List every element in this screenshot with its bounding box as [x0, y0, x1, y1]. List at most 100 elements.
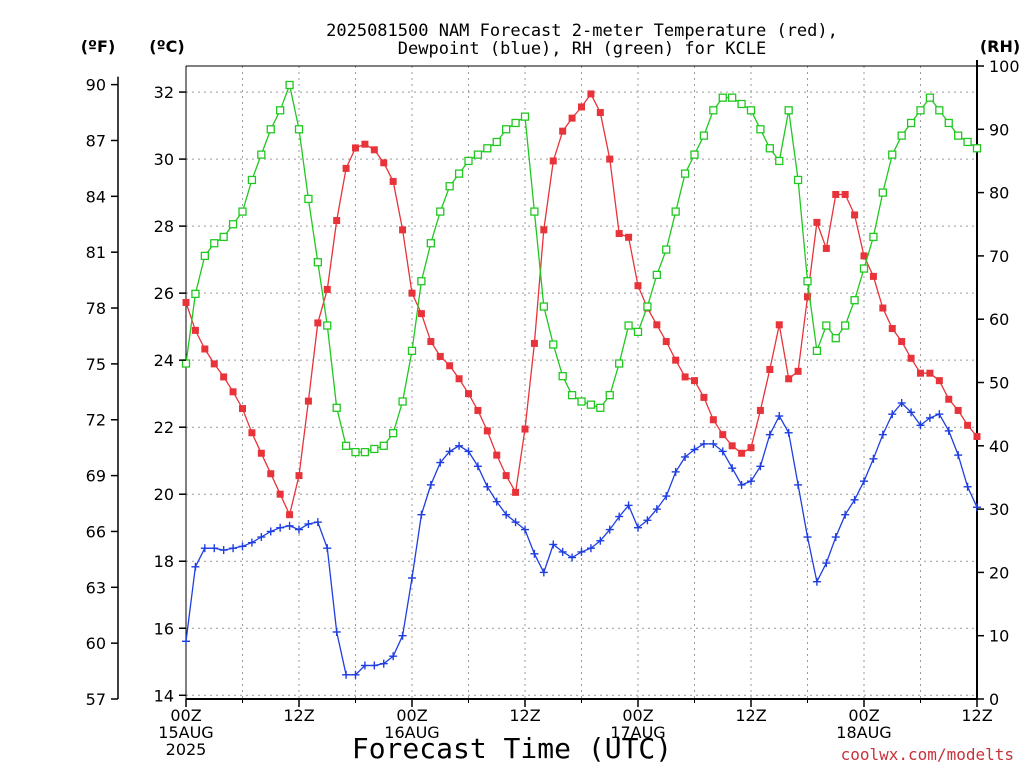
data-point [332, 403, 341, 412]
f-tick-label: 66 [86, 522, 106, 541]
data-point [615, 230, 623, 238]
x-tick-label: 12Z [735, 706, 766, 725]
data-point [285, 80, 294, 90]
data-point [520, 112, 530, 121]
data-point [266, 527, 275, 536]
data-point [210, 360, 218, 368]
x-tick-label: 12Z [961, 706, 992, 725]
data-point [182, 298, 190, 306]
data-point [436, 352, 444, 360]
data-point [294, 125, 304, 134]
data-point [578, 103, 585, 111]
data-point [417, 310, 425, 318]
data-point [690, 445, 699, 454]
data-point [295, 472, 303, 480]
series-line-1 [185, 402, 978, 676]
data-point [247, 175, 257, 185]
data-point [803, 533, 812, 542]
data-point [944, 426, 953, 435]
data-point [229, 544, 238, 553]
data-point [718, 93, 727, 102]
data-point [756, 406, 764, 414]
data-point [492, 137, 501, 147]
x-tick-label: 17AUG [610, 723, 665, 742]
data-point [859, 264, 869, 273]
rh-tick-label: 20 [989, 563, 1009, 582]
data-point [728, 442, 736, 450]
data-point [964, 421, 972, 429]
data-point [502, 510, 511, 519]
data-point [295, 525, 303, 534]
data-point [248, 429, 256, 437]
x-axis-title: Forecast Time (UTC) [352, 732, 672, 765]
data-point [304, 194, 313, 204]
chart-title: 2025081500 NAM Forecast 2-meter Temperat… [326, 21, 838, 59]
data-point [191, 562, 200, 571]
data-point [625, 233, 633, 241]
data-point [530, 339, 538, 347]
f-tick-label: 81 [86, 243, 106, 262]
data-point [812, 346, 822, 356]
data-point [728, 93, 737, 102]
data-point [935, 106, 944, 115]
data-point [973, 432, 981, 440]
data-point [869, 232, 878, 242]
data-point [473, 150, 483, 159]
data-point [229, 388, 237, 396]
data-point [492, 497, 501, 506]
data-point [737, 480, 746, 489]
data-point [559, 127, 567, 135]
data-point [586, 400, 596, 409]
data-point [906, 118, 916, 128]
data-point [266, 125, 275, 134]
c-tick-label: 14 [154, 686, 174, 705]
data-point [539, 302, 548, 311]
x-tick-label: 2025 [166, 740, 207, 759]
data-point [530, 549, 539, 558]
data-point [454, 169, 464, 178]
rh-tick-label: 70 [989, 247, 1009, 266]
data-point [417, 277, 426, 286]
c-tick-label: 20 [154, 485, 174, 504]
data-point [446, 362, 454, 370]
f-tick-label: 69 [86, 467, 106, 486]
c-tick-label: 28 [154, 217, 174, 236]
data-point [851, 211, 859, 219]
c-tick-label: 32 [154, 83, 174, 102]
data-point [379, 659, 388, 668]
series-0 [182, 90, 981, 519]
data-point [341, 441, 351, 450]
data-point [549, 340, 558, 349]
data-point [888, 325, 896, 333]
data-point [785, 375, 793, 383]
data-point [775, 156, 784, 166]
data-point [860, 252, 868, 260]
data-point [728, 464, 737, 473]
data-point [793, 175, 803, 185]
data-point [380, 159, 388, 167]
data-point [907, 354, 915, 362]
f-tick-label: 72 [86, 411, 106, 430]
data-point [822, 559, 831, 568]
data-point [587, 90, 595, 98]
data-point [605, 391, 614, 400]
data-point [473, 462, 482, 471]
data-point [699, 439, 708, 448]
data-point [803, 277, 812, 286]
data-point [680, 169, 690, 178]
data-point [831, 533, 840, 542]
data-point [276, 106, 285, 115]
data-point [407, 346, 417, 356]
data-point [596, 109, 604, 117]
data-point [634, 523, 642, 532]
data-point [766, 365, 774, 373]
data-point [935, 377, 943, 385]
axes: 57 60 63 66 69 72 75 78 81 84 87 90 14 16 18 20 22 24 26 28… [86, 57, 1020, 759]
f-tick-label: 75 [86, 355, 106, 374]
data-point [606, 155, 614, 163]
data-point [286, 511, 294, 519]
data-point [257, 533, 266, 542]
data-point [304, 519, 313, 528]
data-point [794, 367, 802, 375]
data-point [907, 408, 916, 417]
